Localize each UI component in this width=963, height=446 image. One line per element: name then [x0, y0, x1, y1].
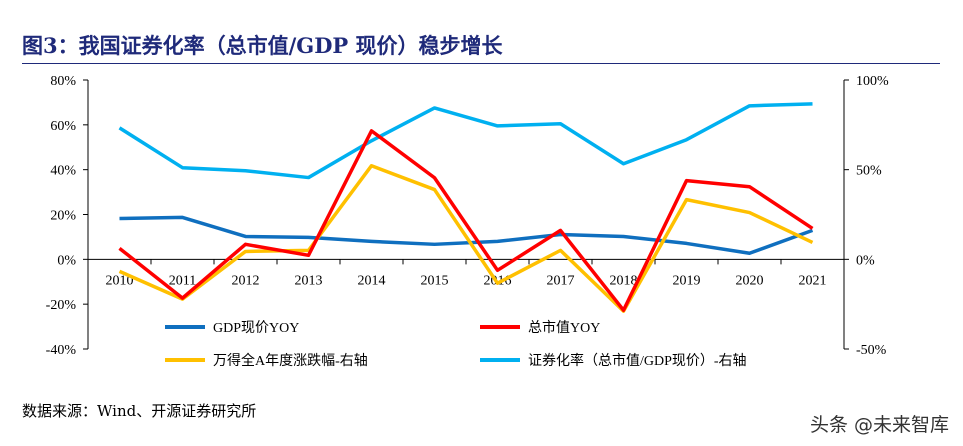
right-tick-label: 0% — [856, 253, 875, 268]
x-tick-label: 2013 — [295, 273, 323, 288]
left-tick-label: -40% — [46, 343, 77, 358]
x-tick-label: 2019 — [673, 273, 701, 288]
series-line-2 — [118, 163, 814, 313]
left-tick-label: 60% — [50, 119, 76, 134]
right-tick-label: 100% — [856, 74, 889, 89]
legend-label: GDP现价YOY — [213, 320, 299, 336]
legend-label: 总市值YOY — [528, 319, 600, 336]
x-tick-label: 2020 — [736, 273, 764, 288]
x-tick-label: 2015 — [421, 273, 449, 288]
series-line-0 — [119, 215, 814, 256]
x-tick-label: 2017 — [547, 273, 575, 288]
left-tick-label: 80% — [50, 74, 76, 89]
series-line-3 — [118, 102, 813, 180]
watermark: 头条 @未来智库 — [809, 414, 949, 436]
chart-title: 图3：我国证券化率（总市值/GDP 现价）稳步增长 — [22, 33, 503, 58]
title-divider — [22, 63, 940, 64]
source-note: 数据来源：Wind、开源证券研究所 — [22, 402, 257, 420]
left-tick-label: 40% — [50, 164, 76, 179]
x-tick-label: 2014 — [358, 273, 386, 288]
left-tick-label: -20% — [46, 298, 77, 313]
x-tick-label: 2018 — [610, 273, 638, 288]
left-tick-label: 20% — [50, 209, 76, 224]
x-tick-label: 2010 — [106, 273, 134, 288]
legend-label: 证券化率（总市值/GDP现价）-右轴 — [528, 352, 747, 369]
x-tick-label: 2021 — [799, 273, 827, 288]
series-line-1 — [118, 129, 814, 312]
right-tick-label: 50% — [856, 164, 882, 179]
legend-label: 万得全A年度涨跌幅-右轴 — [213, 352, 368, 369]
x-tick-label: 2011 — [169, 273, 196, 288]
left-tick-label: 0% — [57, 253, 76, 268]
x-tick-label: 2012 — [232, 273, 260, 288]
right-tick-label: -50% — [856, 343, 887, 358]
